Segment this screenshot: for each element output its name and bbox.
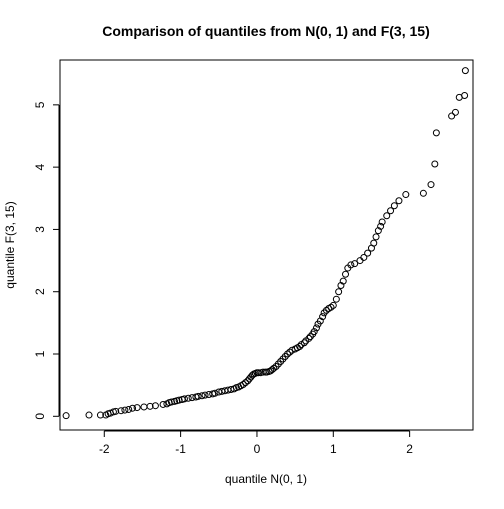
x-tick-label: -1 bbox=[175, 442, 186, 456]
data-point bbox=[387, 207, 395, 215]
data-point bbox=[461, 92, 469, 100]
data-point bbox=[286, 348, 294, 356]
data-point bbox=[364, 249, 372, 257]
data-point bbox=[211, 389, 219, 397]
data-points bbox=[62, 67, 469, 420]
data-point bbox=[121, 406, 129, 414]
data-point bbox=[239, 381, 247, 389]
data-point bbox=[383, 212, 391, 220]
data-point bbox=[377, 222, 385, 230]
data-point bbox=[461, 67, 469, 75]
chart-title: Comparison of quantiles from N(0, 1) and… bbox=[102, 23, 429, 39]
data-point bbox=[159, 400, 167, 408]
y-tick-label: 0 bbox=[33, 413, 47, 420]
y-tick-label: 2 bbox=[33, 288, 47, 295]
data-point bbox=[296, 343, 304, 351]
data-point bbox=[332, 295, 340, 303]
data-point bbox=[432, 129, 440, 137]
data-point bbox=[184, 394, 192, 402]
data-point bbox=[305, 334, 313, 342]
data-point bbox=[327, 303, 335, 311]
data-point bbox=[329, 301, 337, 309]
plot-frame bbox=[59, 59, 474, 431]
data-point bbox=[140, 403, 148, 411]
data-point bbox=[427, 181, 435, 189]
x-tick-label: 2 bbox=[406, 442, 413, 456]
data-point bbox=[378, 218, 386, 226]
data-point bbox=[402, 191, 410, 199]
x-axis: -2 -1 0 1 2 bbox=[99, 430, 413, 456]
data-point bbox=[96, 411, 104, 419]
data-point bbox=[180, 395, 188, 403]
data-point bbox=[342, 270, 350, 278]
data-point bbox=[360, 253, 368, 261]
data-point bbox=[319, 313, 327, 321]
data-point bbox=[283, 350, 291, 358]
data-point bbox=[125, 405, 133, 413]
data-point bbox=[339, 277, 347, 285]
y-axis-title: quantile F(3, 15) bbox=[3, 201, 17, 288]
x-tick-label: -2 bbox=[99, 442, 110, 456]
data-point bbox=[419, 189, 427, 197]
data-point bbox=[300, 339, 308, 347]
data-point bbox=[372, 233, 380, 241]
y-tick-label: 1 bbox=[33, 350, 47, 357]
data-point bbox=[313, 324, 321, 332]
data-point bbox=[129, 404, 137, 412]
data-point bbox=[112, 407, 120, 415]
data-point bbox=[151, 402, 159, 410]
data-point bbox=[270, 364, 278, 372]
y-tick-label: 3 bbox=[33, 226, 47, 233]
y-tick-label: 4 bbox=[33, 163, 47, 170]
y-axis: 0 1 2 3 4 5 bbox=[33, 101, 60, 420]
data-point bbox=[198, 392, 206, 400]
x-tick-label: 0 bbox=[254, 442, 261, 456]
data-point bbox=[85, 411, 93, 419]
data-point bbox=[242, 379, 250, 387]
data-point bbox=[448, 112, 456, 120]
data-point bbox=[451, 108, 459, 116]
y-tick-label: 5 bbox=[33, 101, 47, 108]
data-point bbox=[194, 392, 202, 400]
data-point bbox=[335, 288, 343, 296]
data-point bbox=[254, 369, 262, 377]
data-point bbox=[351, 260, 359, 268]
data-point bbox=[431, 160, 439, 168]
x-tick-label: 1 bbox=[330, 442, 337, 456]
data-point bbox=[310, 328, 318, 336]
data-point bbox=[347, 261, 355, 269]
data-point bbox=[117, 407, 125, 415]
data-point bbox=[356, 257, 364, 265]
data-point bbox=[133, 404, 141, 412]
x-axis-title: quantile N(0, 1) bbox=[225, 472, 307, 486]
data-point bbox=[201, 391, 209, 399]
data-point bbox=[146, 402, 154, 410]
data-point bbox=[390, 202, 398, 210]
data-point bbox=[62, 412, 70, 420]
data-point bbox=[370, 239, 378, 247]
data-point bbox=[395, 197, 403, 205]
